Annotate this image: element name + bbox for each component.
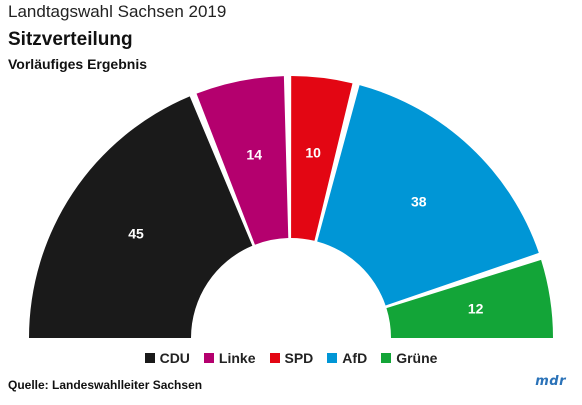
legend-item-cdu: CDU — [144, 350, 190, 366]
legend-label: Linke — [218, 350, 256, 366]
legend-label: SPD — [284, 350, 314, 366]
legend-swatch — [144, 353, 155, 363]
legend-item-spd: SPD — [269, 350, 314, 366]
seat-distribution-chart: 45 14 10 38 12 — [29, 76, 553, 338]
segment-grüne — [386, 259, 553, 338]
mdr-logo: mdr — [535, 374, 566, 389]
chart-subtitle: Vorläufiges Ergebnis — [8, 56, 147, 72]
legend-item-linke: Linke — [203, 350, 256, 366]
segments-group — [29, 76, 553, 338]
legend-swatch — [327, 353, 338, 363]
seat-label-linke: 14 — [246, 147, 262, 163]
segment-cdu — [29, 96, 253, 338]
legend-swatch — [381, 353, 392, 363]
chart-kicker: Landtagswahl Sachsen 2019 — [8, 2, 227, 21]
labels-group: 45 14 10 38 12 — [128, 144, 483, 316]
legend-swatch — [269, 353, 280, 363]
segment-afd — [317, 85, 539, 306]
legend-item-afd: AfD — [327, 350, 367, 366]
seat-label-cdu: 45 — [128, 225, 144, 241]
segment-linke — [196, 76, 289, 245]
seat-label-afd: 38 — [411, 193, 427, 209]
chart-title: Sitzverteilung — [8, 29, 133, 50]
legend-label: Grüne — [396, 350, 438, 366]
legend-label: AfD — [342, 350, 368, 366]
legend-swatch — [203, 353, 214, 363]
seat-label-grüne: 12 — [468, 301, 484, 317]
seat-label-spd: 10 — [305, 144, 321, 160]
source-note: Quelle: Landeswahlleiter Sachsen — [8, 378, 203, 392]
legend: CDU Linke SPD AfD Grüne — [0, 350, 582, 366]
legend-item-grüne: Grüne — [381, 350, 437, 366]
segment-spd — [291, 76, 353, 241]
legend-label: CDU — [159, 350, 190, 366]
